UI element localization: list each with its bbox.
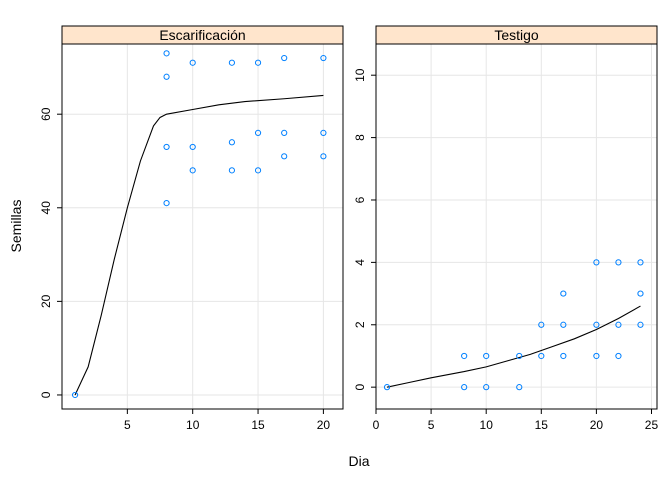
y-tick-label: 10 <box>353 68 367 82</box>
data-point <box>163 73 170 80</box>
y-tick-label: 8 <box>353 134 367 141</box>
x-tick-label: 25 <box>645 418 659 432</box>
data-point <box>383 384 391 391</box>
x-tick-label: 5 <box>124 418 131 432</box>
data-point <box>637 321 644 328</box>
panel-border <box>375 43 658 410</box>
data-point <box>615 321 622 328</box>
data-point <box>254 167 262 174</box>
data-point <box>593 321 600 328</box>
data-point <box>228 139 236 146</box>
data-point <box>281 129 288 137</box>
data-point <box>516 384 523 391</box>
strip-header <box>61 25 344 45</box>
data-point <box>538 321 545 328</box>
x-tick-label: 10 <box>186 418 200 432</box>
data-point <box>71 391 79 399</box>
x-axis-title: Dia <box>348 453 369 469</box>
fitted-curve <box>386 305 641 388</box>
x-tick-label: 20 <box>317 418 331 432</box>
y-tick-label: 4 <box>353 259 367 266</box>
data-point <box>320 54 327 62</box>
strip-title: Testigo <box>494 27 539 43</box>
panel-testigo: Testigo 0 5 10 15 20 25 0 2 4 6 8 10 <box>353 25 659 432</box>
data-point <box>228 59 236 66</box>
data-point <box>163 200 170 207</box>
x-tick-label: 15 <box>535 418 549 432</box>
strip-header <box>375 25 658 45</box>
x-tick-label: 15 <box>251 418 265 432</box>
data-point <box>320 153 327 160</box>
x-tick-label: 0 <box>373 418 380 432</box>
data-point <box>254 129 262 137</box>
data-point <box>560 352 567 360</box>
y-tick-label: 0 <box>39 391 53 398</box>
data-point <box>483 352 490 360</box>
data-point <box>189 167 196 174</box>
y-tick-label: 60 <box>39 107 53 121</box>
panel-escarificacion: Escarificación 5 10 15 20 0 20 40 60 <box>39 25 344 432</box>
strip-title: Escarificación <box>159 27 245 43</box>
fitted-curve <box>74 94 324 396</box>
data-point <box>189 59 196 66</box>
x-tick-label: 5 <box>428 418 435 432</box>
y-tick-label: 6 <box>353 196 367 203</box>
data-point <box>281 54 288 62</box>
data-point <box>615 259 622 266</box>
data-point <box>538 352 545 360</box>
y-tick-label: 0 <box>353 384 367 391</box>
y-tick-label: 40 <box>39 201 53 215</box>
data-point <box>516 352 523 360</box>
y-axis-title: Semillas <box>8 200 24 253</box>
y-tick-label: 2 <box>353 321 367 328</box>
data-point <box>281 153 288 160</box>
data-point <box>163 143 170 151</box>
data-point <box>615 352 622 360</box>
data-point <box>228 167 236 174</box>
data-point <box>483 384 490 391</box>
data-point <box>163 50 170 57</box>
y-tick-label: 20 <box>39 294 53 308</box>
data-point <box>461 384 468 391</box>
data-point <box>560 321 567 328</box>
data-point <box>560 290 567 297</box>
data-point <box>320 129 327 137</box>
panel-border <box>61 43 344 410</box>
data-point <box>593 352 600 360</box>
data-point <box>593 259 600 266</box>
x-tick-label: 10 <box>480 418 494 432</box>
x-tick-label: 20 <box>590 418 604 432</box>
data-point <box>189 143 196 151</box>
data-point <box>637 259 644 266</box>
data-point <box>461 352 468 360</box>
data-point <box>637 290 644 297</box>
data-point <box>254 59 262 66</box>
